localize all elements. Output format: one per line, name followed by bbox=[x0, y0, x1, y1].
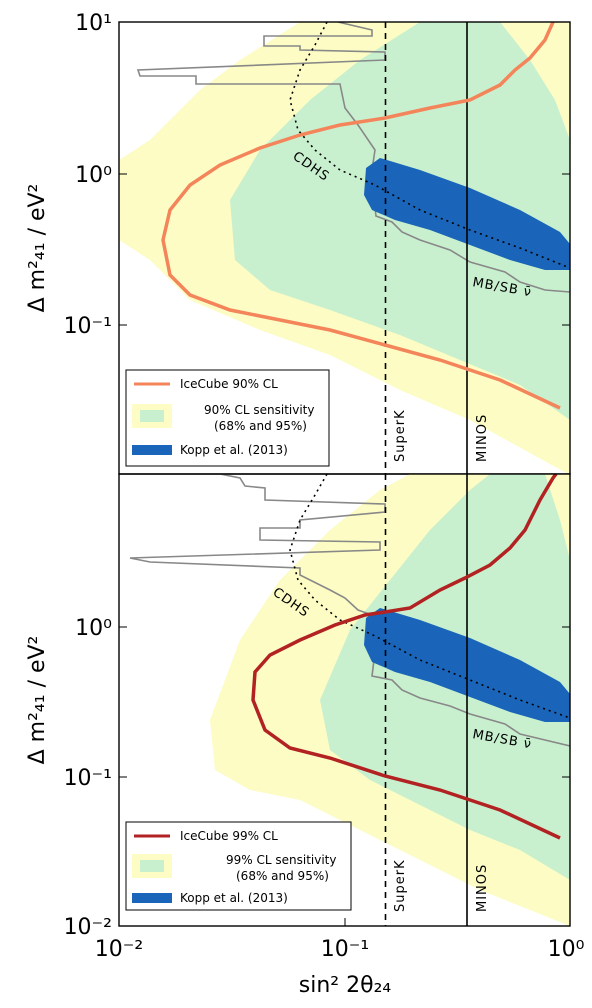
top-legend-swatch-sens-68 bbox=[140, 410, 164, 422]
bottom-ytick-label-1: 10⁰ bbox=[75, 616, 112, 641]
bottom-legend-label-sens-sub: (68% and 95%) bbox=[236, 869, 329, 883]
bottom-legend-label-sens: 99% CL sensitivity bbox=[226, 853, 336, 867]
top-y-ticks bbox=[119, 21, 570, 326]
top-icecube-90-curve bbox=[161, 22, 561, 410]
bottom-minos-label: MINOS bbox=[475, 864, 490, 912]
bottom-superk-label: SuperK bbox=[393, 859, 408, 912]
bottom-ytick-label-3: 10⁻² bbox=[64, 915, 112, 940]
top-ytick-label-1: 10¹ bbox=[75, 11, 112, 36]
bottom-cdhs-curve bbox=[289, 474, 570, 719]
top-ytick-label-2: 10⁰ bbox=[75, 163, 112, 188]
bottom-legend-label-kopp: Kopp et al. (2013) bbox=[180, 891, 288, 905]
top-legend-label-sens-sub: (68% and 95%) bbox=[214, 419, 307, 433]
bottom-legend-swatch-kopp bbox=[132, 893, 172, 903]
top-legend-label-icecube: IceCube 90% CL bbox=[180, 377, 278, 391]
x-axis-label: sin² 2θ₂₄ bbox=[299, 973, 392, 998]
top-superk-label: SuperK bbox=[393, 409, 408, 462]
bottom-y-ticks bbox=[119, 626, 570, 927]
bottom-legend: IceCube 99% CL 99% CL sensitivity (68% a… bbox=[125, 821, 352, 911]
top-legend-label-sens: 90% CL sensitivity bbox=[204, 403, 314, 417]
bottom-plot-area bbox=[129, 474, 570, 926]
bottom-xtick-label-1: 10⁻² bbox=[95, 937, 143, 962]
top-minos-label: MINOS bbox=[475, 414, 490, 462]
bottom-xtick-label-3: 10⁰ bbox=[548, 937, 585, 962]
top-legend: IceCube 90% CL 90% CL sensitivity (68% a… bbox=[125, 369, 330, 467]
bottom-xtick-label-2: 10⁻¹ bbox=[321, 937, 369, 962]
bottom-ytick-label-2: 10⁻¹ bbox=[64, 766, 112, 791]
top-legend-swatch-kopp bbox=[132, 445, 172, 455]
bottom-panel: 10⁰ 10⁻¹ 10⁻² 10⁻² 10⁻¹ 10⁰ Δ m²₄₁ / eV²… bbox=[25, 473, 585, 998]
top-plot-area bbox=[119, 22, 570, 474]
top-legend-label-kopp: Kopp et al. (2013) bbox=[180, 443, 288, 457]
top-ytick-label-3: 10⁻¹ bbox=[64, 314, 112, 339]
top-y-axis-label: Δ m²₄₁ / eV² bbox=[25, 184, 50, 313]
bottom-y-axis-label: Δ m²₄₁ / eV² bbox=[25, 636, 50, 765]
bottom-x-ticks bbox=[118, 918, 571, 926]
bottom-icecube-99-curve bbox=[251, 474, 561, 840]
top-mbsb-curve bbox=[136, 22, 570, 293]
top-panel: 10¹ 10⁰ 10⁻¹ Δ m²₄₁ / eV² CDHS SuperK MI… bbox=[25, 11, 571, 475]
bottom-legend-swatch-sens-68 bbox=[140, 860, 164, 872]
bottom-legend-label-icecube: IceCube 99% CL bbox=[180, 829, 278, 843]
